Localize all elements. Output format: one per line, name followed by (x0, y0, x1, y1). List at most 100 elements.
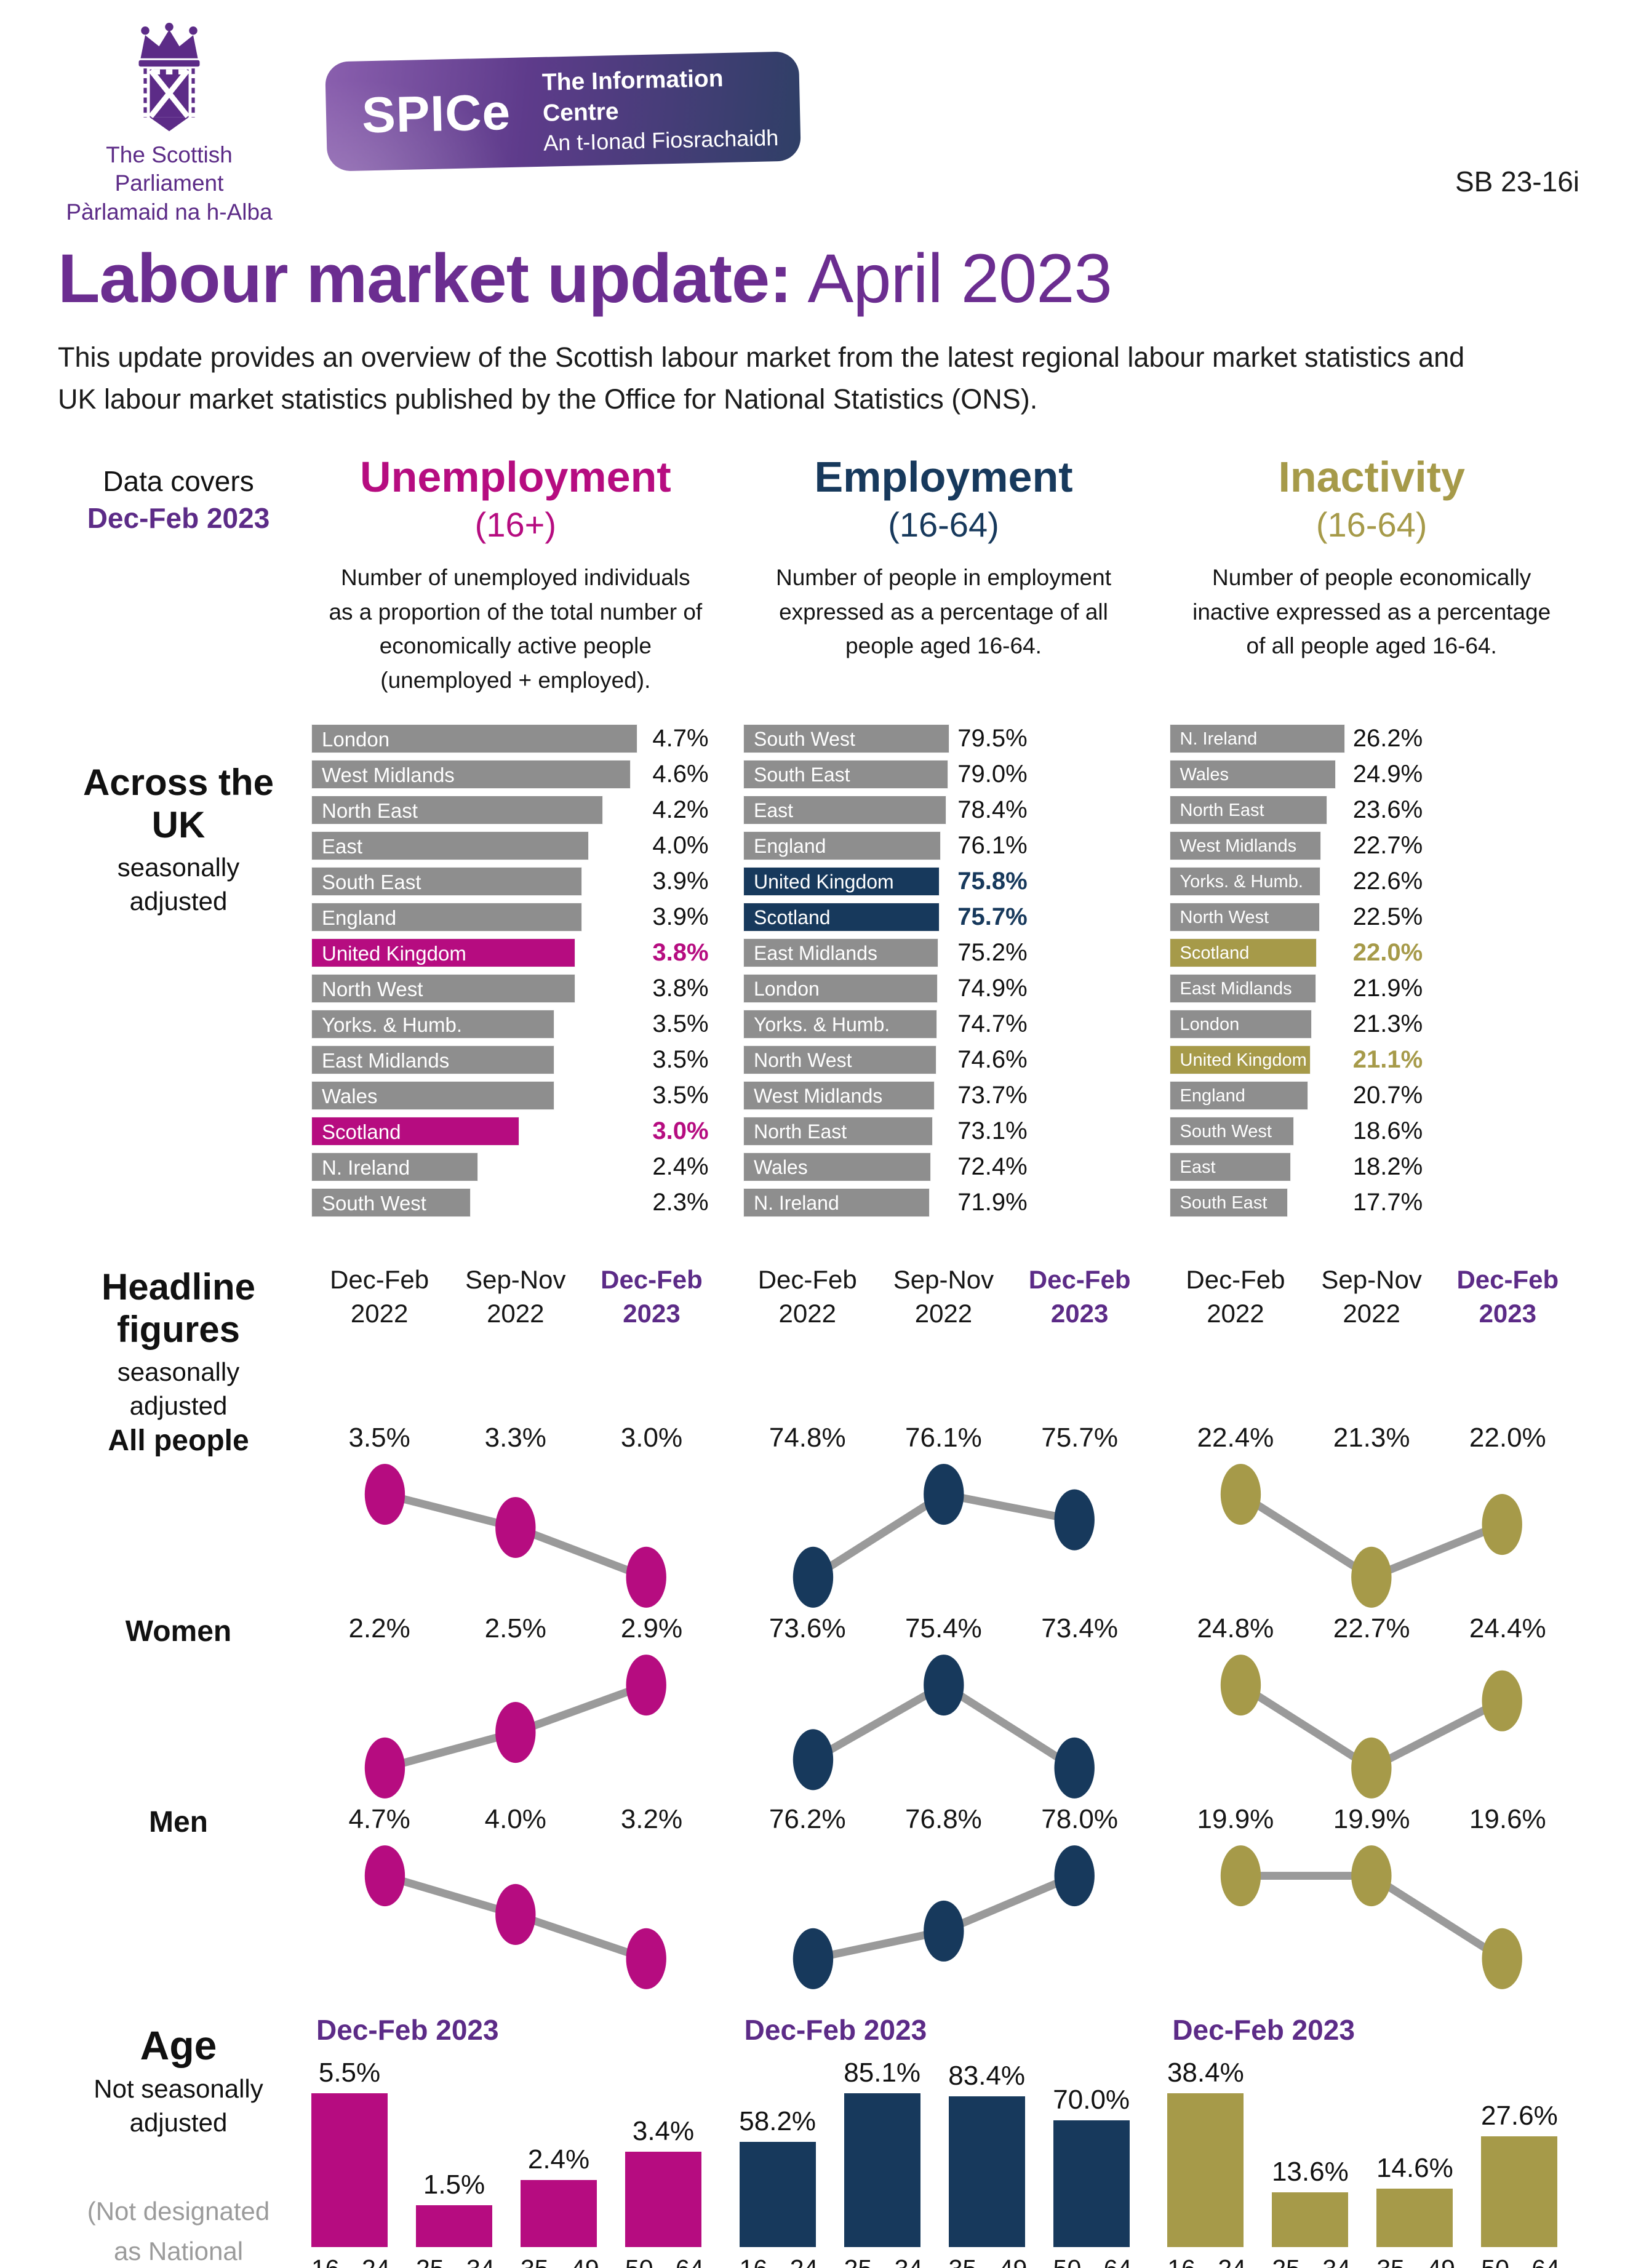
trend-chart (1221, 1845, 1523, 1990)
region-value: 22.5% (1352, 903, 1423, 930)
age-category: 35 - 49 (949, 2254, 1028, 2268)
headline-value: 76.2% (769, 1804, 846, 1835)
period-line1: Sep-Nov (1321, 1265, 1422, 1294)
parliament-name: The Scottish Parliament (106, 142, 233, 196)
age-chart-unemployment: Dec-Feb 2023 5.5% 1.5% 2.4% 3.4% 16 - 24 25 - … (301, 2013, 730, 2268)
period-line2: 2022 (350, 1298, 409, 1328)
trend-chart (364, 1845, 666, 1990)
region-bar-track: South West (311, 1188, 637, 1217)
region-chart-inactivity: N. Ireland 26.2% Wales 24.9% North East 23.6%… (1160, 724, 1586, 1224)
age-categories: 16 - 24 25 - 34 35 - 49 50 - 64 (311, 2254, 720, 2268)
region-bar-track: North East (1169, 796, 1345, 825)
region-value: 75.7% (957, 903, 1028, 930)
region-row: South West 18.6% (1169, 1117, 1576, 1146)
headline-value: 73.4% (1041, 1613, 1118, 1644)
trend-chart (1221, 1464, 1523, 1608)
bulletin-reference: SB 23-16i (1455, 166, 1579, 198)
age-bar-cell: 38.4% (1167, 2058, 1244, 2248)
region-row: London 74.9% (743, 974, 1150, 1003)
headline-cell-inactivity: 24.8% 22.7% 24.4% (1157, 1613, 1586, 1800)
age-bar (625, 2152, 701, 2248)
region-row: N. Ireland 2.4% (311, 1152, 724, 1181)
region-value: 3.9% (652, 903, 709, 930)
region-value: 24.9% (1352, 761, 1423, 788)
data-point (1221, 1655, 1261, 1716)
age-category: 35 - 49 (1376, 2254, 1455, 2268)
region-value: 73.1% (957, 1117, 1028, 1144)
period-line2: 2022 (1343, 1298, 1400, 1328)
headline-cell-unemployment: 4.7% 4.0% 3.2% (301, 1804, 730, 1991)
region-bar: East Midlands (743, 938, 938, 967)
across-uk-title: Across the UK (82, 762, 274, 845)
data-point (793, 1546, 833, 1608)
data-point (364, 1737, 405, 1799)
period-line1: Dec-Feb (757, 1265, 857, 1294)
headline-row-label: All people (108, 1424, 249, 1458)
region-bar-track: West Midlands (1169, 831, 1345, 860)
region-row: England 3.9% (311, 903, 724, 932)
region-bar-track: South East (1169, 1188, 1345, 1217)
region-value: 4.6% (652, 761, 709, 788)
region-bar-track: England (743, 831, 949, 860)
headline-cell-inactivity: 22.4% 21.3% 22.0% (1157, 1423, 1586, 1610)
age-categories: 16 - 24 25 - 34 35 - 49 50 - 64 (1167, 2254, 1576, 2268)
metric-title: Inactivity (1278, 453, 1465, 501)
region-row: South East 3.9% (311, 867, 724, 896)
region-value: 73.7% (957, 1082, 1028, 1109)
age-bar (1053, 2120, 1130, 2248)
region-value: 76.1% (957, 832, 1028, 859)
spice-subtitle: The Information Centre An t-Ionad Fiosra… (541, 62, 801, 156)
age-bar-value: 5.5% (318, 2058, 381, 2088)
data-point (1054, 1737, 1095, 1799)
region-value: 75.8% (957, 868, 1028, 895)
data-covers-block: Data covers Dec-Feb 2023 (55, 453, 301, 535)
region-chart-employment: South West 79.5% South East 79.0% East 78.4% E… (733, 724, 1160, 1224)
period-header: Dec-Feb 2022 (1167, 1263, 1303, 1330)
region-bar: North East (311, 796, 603, 825)
period-line1: Dec-Feb (1028, 1265, 1131, 1294)
region-bar: England (311, 903, 582, 932)
region-row: Wales 72.4% (743, 1152, 1150, 1181)
headline-value: 4.7% (348, 1804, 410, 1835)
headline-value: 2.2% (348, 1613, 410, 1644)
page-title-main: Labour market update: (58, 240, 793, 317)
age-bar-cell: 85.1% (844, 2058, 920, 2248)
age-chart-inactivity: Dec-Feb 2023 38.4% 13.6% 14.6% 27.6% 16 - 24 2… (1157, 2013, 1586, 2268)
headline-value: 76.8% (905, 1804, 982, 1835)
region-bar: Wales (1169, 760, 1336, 789)
region-row: East 78.4% (743, 796, 1150, 825)
region-row: West Midlands 22.7% (1169, 831, 1576, 860)
headline-value: 78.0% (1041, 1804, 1118, 1835)
age-section: Age Not seasonally adjusted (Not designa… (55, 2013, 1586, 2268)
trend-chart (793, 1845, 1095, 1990)
region-bar-track: Wales (743, 1152, 949, 1181)
headline-values: 24.8% 22.7% 24.4% (1167, 1613, 1576, 1644)
headline-value: 3.5% (348, 1423, 410, 1453)
age-title: Age (140, 2022, 217, 2069)
data-point (793, 1729, 833, 1791)
region-bar: North West (1169, 903, 1320, 932)
age-bar-cell: 70.0% (1053, 2085, 1130, 2248)
region-bar: Wales (311, 1081, 554, 1110)
spice-logo-text: SPICe (361, 84, 512, 144)
region-bar-track: East (743, 796, 949, 825)
region-bar: Wales (743, 1152, 932, 1181)
region-value: 3.5% (652, 1082, 709, 1109)
age-period-header: Dec-Feb 2023 (744, 2014, 927, 2046)
trend-chart (1221, 1655, 1523, 1799)
age-category: 16 - 24 (1167, 2254, 1246, 2268)
region-value: 3.8% (652, 975, 709, 1002)
parliament-name-gaelic: Pàrlamaid na h-Alba (66, 199, 273, 225)
region-value: 79.5% (957, 725, 1028, 752)
parliament-emblem-icon (138, 23, 200, 132)
period-header: Dec-Feb 2022 (311, 1263, 447, 1330)
headline-value: 76.1% (905, 1423, 982, 1453)
region-row: South West 79.5% (743, 724, 1150, 753)
across-uk-section: Across the UK seasonally adjusted London… (55, 724, 1586, 1224)
region-bar: Scotland (1169, 938, 1317, 967)
period-line2: 2022 (1207, 1298, 1264, 1328)
region-row: East 18.2% (1169, 1152, 1576, 1181)
data-point (923, 1901, 964, 1962)
age-bar (739, 2142, 816, 2248)
